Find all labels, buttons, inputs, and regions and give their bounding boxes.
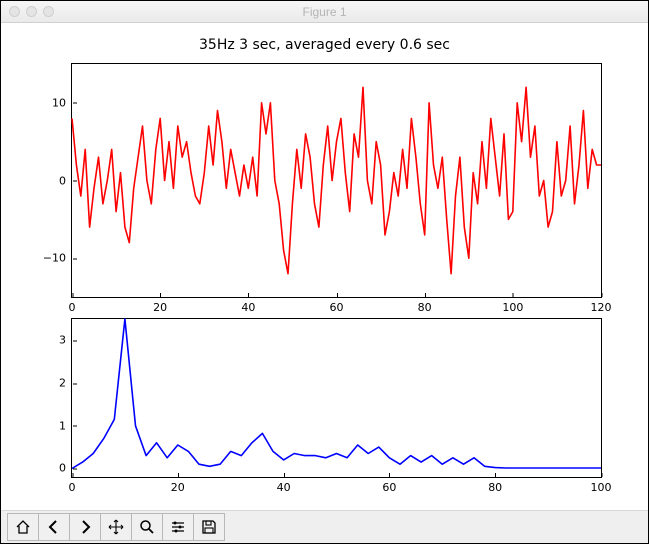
- configure-button[interactable]: [162, 513, 194, 541]
- mpl-toolbar: [1, 510, 648, 543]
- titlebar: Figure 1: [1, 1, 648, 23]
- y-tick-label: 3: [59, 334, 72, 347]
- x-tick-label: 20: [171, 477, 185, 494]
- x-tick-label: 60: [330, 297, 344, 314]
- x-tick-label: 80: [488, 477, 502, 494]
- x-tick-label: 100: [591, 477, 612, 494]
- x-tick-label: 0: [69, 297, 76, 314]
- close-window-button[interactable]: [9, 6, 20, 17]
- data-line: [72, 87, 601, 273]
- window-title: Figure 1: [1, 5, 648, 19]
- top-line-plot: −10010020406080100120: [71, 63, 602, 298]
- x-tick-label: 40: [241, 297, 255, 314]
- save-button[interactable]: [193, 513, 225, 541]
- x-tick-label: 40: [277, 477, 291, 494]
- bottom-line-plot: 0123020406080100: [71, 318, 602, 478]
- y-tick-label: 0: [59, 462, 72, 475]
- chart-title: 35Hz 3 sec, averaged every 0.6 sec: [29, 37, 620, 53]
- y-tick-label: 1: [59, 419, 72, 432]
- y-tick-label: 10: [52, 96, 72, 109]
- pan-button[interactable]: [100, 513, 132, 541]
- x-tick-label: 60: [382, 477, 396, 494]
- forward-button[interactable]: [69, 513, 101, 541]
- x-tick-label: 120: [591, 297, 612, 314]
- x-tick-label: 20: [153, 297, 167, 314]
- y-tick-label: −10: [43, 252, 72, 265]
- minimize-window-button[interactable]: [26, 6, 37, 17]
- x-tick-label: 0: [69, 477, 76, 494]
- figure-canvas: 35Hz 3 sec, averaged every 0.6 sec −1001…: [1, 23, 648, 510]
- back-button[interactable]: [38, 513, 70, 541]
- y-tick-label: 2: [59, 377, 72, 390]
- zoom-button[interactable]: [131, 513, 163, 541]
- y-tick-label: 0: [59, 174, 72, 187]
- x-tick-label: 100: [502, 297, 523, 314]
- x-tick-label: 80: [418, 297, 432, 314]
- data-line: [72, 319, 601, 469]
- home-button[interactable]: [7, 513, 39, 541]
- traffic-lights: [1, 6, 54, 17]
- zoom-window-button[interactable]: [43, 6, 54, 17]
